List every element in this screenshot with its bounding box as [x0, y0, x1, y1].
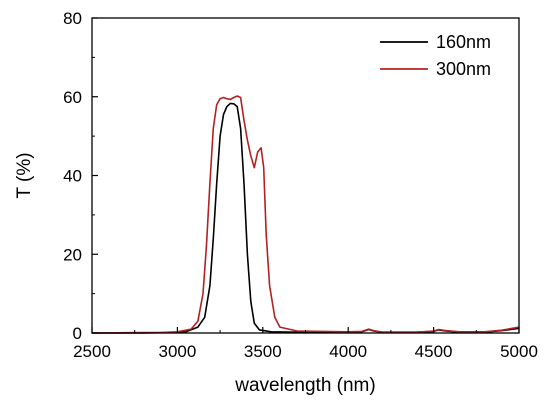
series-line-2 [91, 95, 520, 334]
x-tick-label: 3500 [244, 342, 282, 361]
legend: 160nm 300nm [380, 32, 491, 79]
x-tick-label: 2500 [73, 342, 111, 361]
y-tick-label: 20 [63, 245, 82, 264]
legend-label: 300nm [436, 59, 491, 79]
plot-lines [91, 95, 520, 334]
series-line-1 [92, 102, 520, 334]
x-tick-label: 4500 [415, 342, 453, 361]
y-tick-label: 0 [73, 324, 82, 343]
x-tick-label: 3000 [158, 342, 196, 361]
x-tick-label: 4000 [329, 342, 367, 361]
y-tick-label: 40 [63, 167, 82, 186]
y-tick-label: 60 [63, 88, 82, 107]
x-axis: 2500 3000 3500 4000 4500 5000 [73, 327, 538, 361]
y-tick-label: 80 [63, 9, 82, 28]
y-axis: 0 20 40 60 80 [63, 9, 98, 343]
x-tick-label: 5000 [500, 342, 538, 361]
y-axis-label: T (%) [14, 152, 35, 198]
legend-label: 160nm [436, 32, 491, 52]
x-axis-label: wavelength (nm) [234, 375, 375, 396]
